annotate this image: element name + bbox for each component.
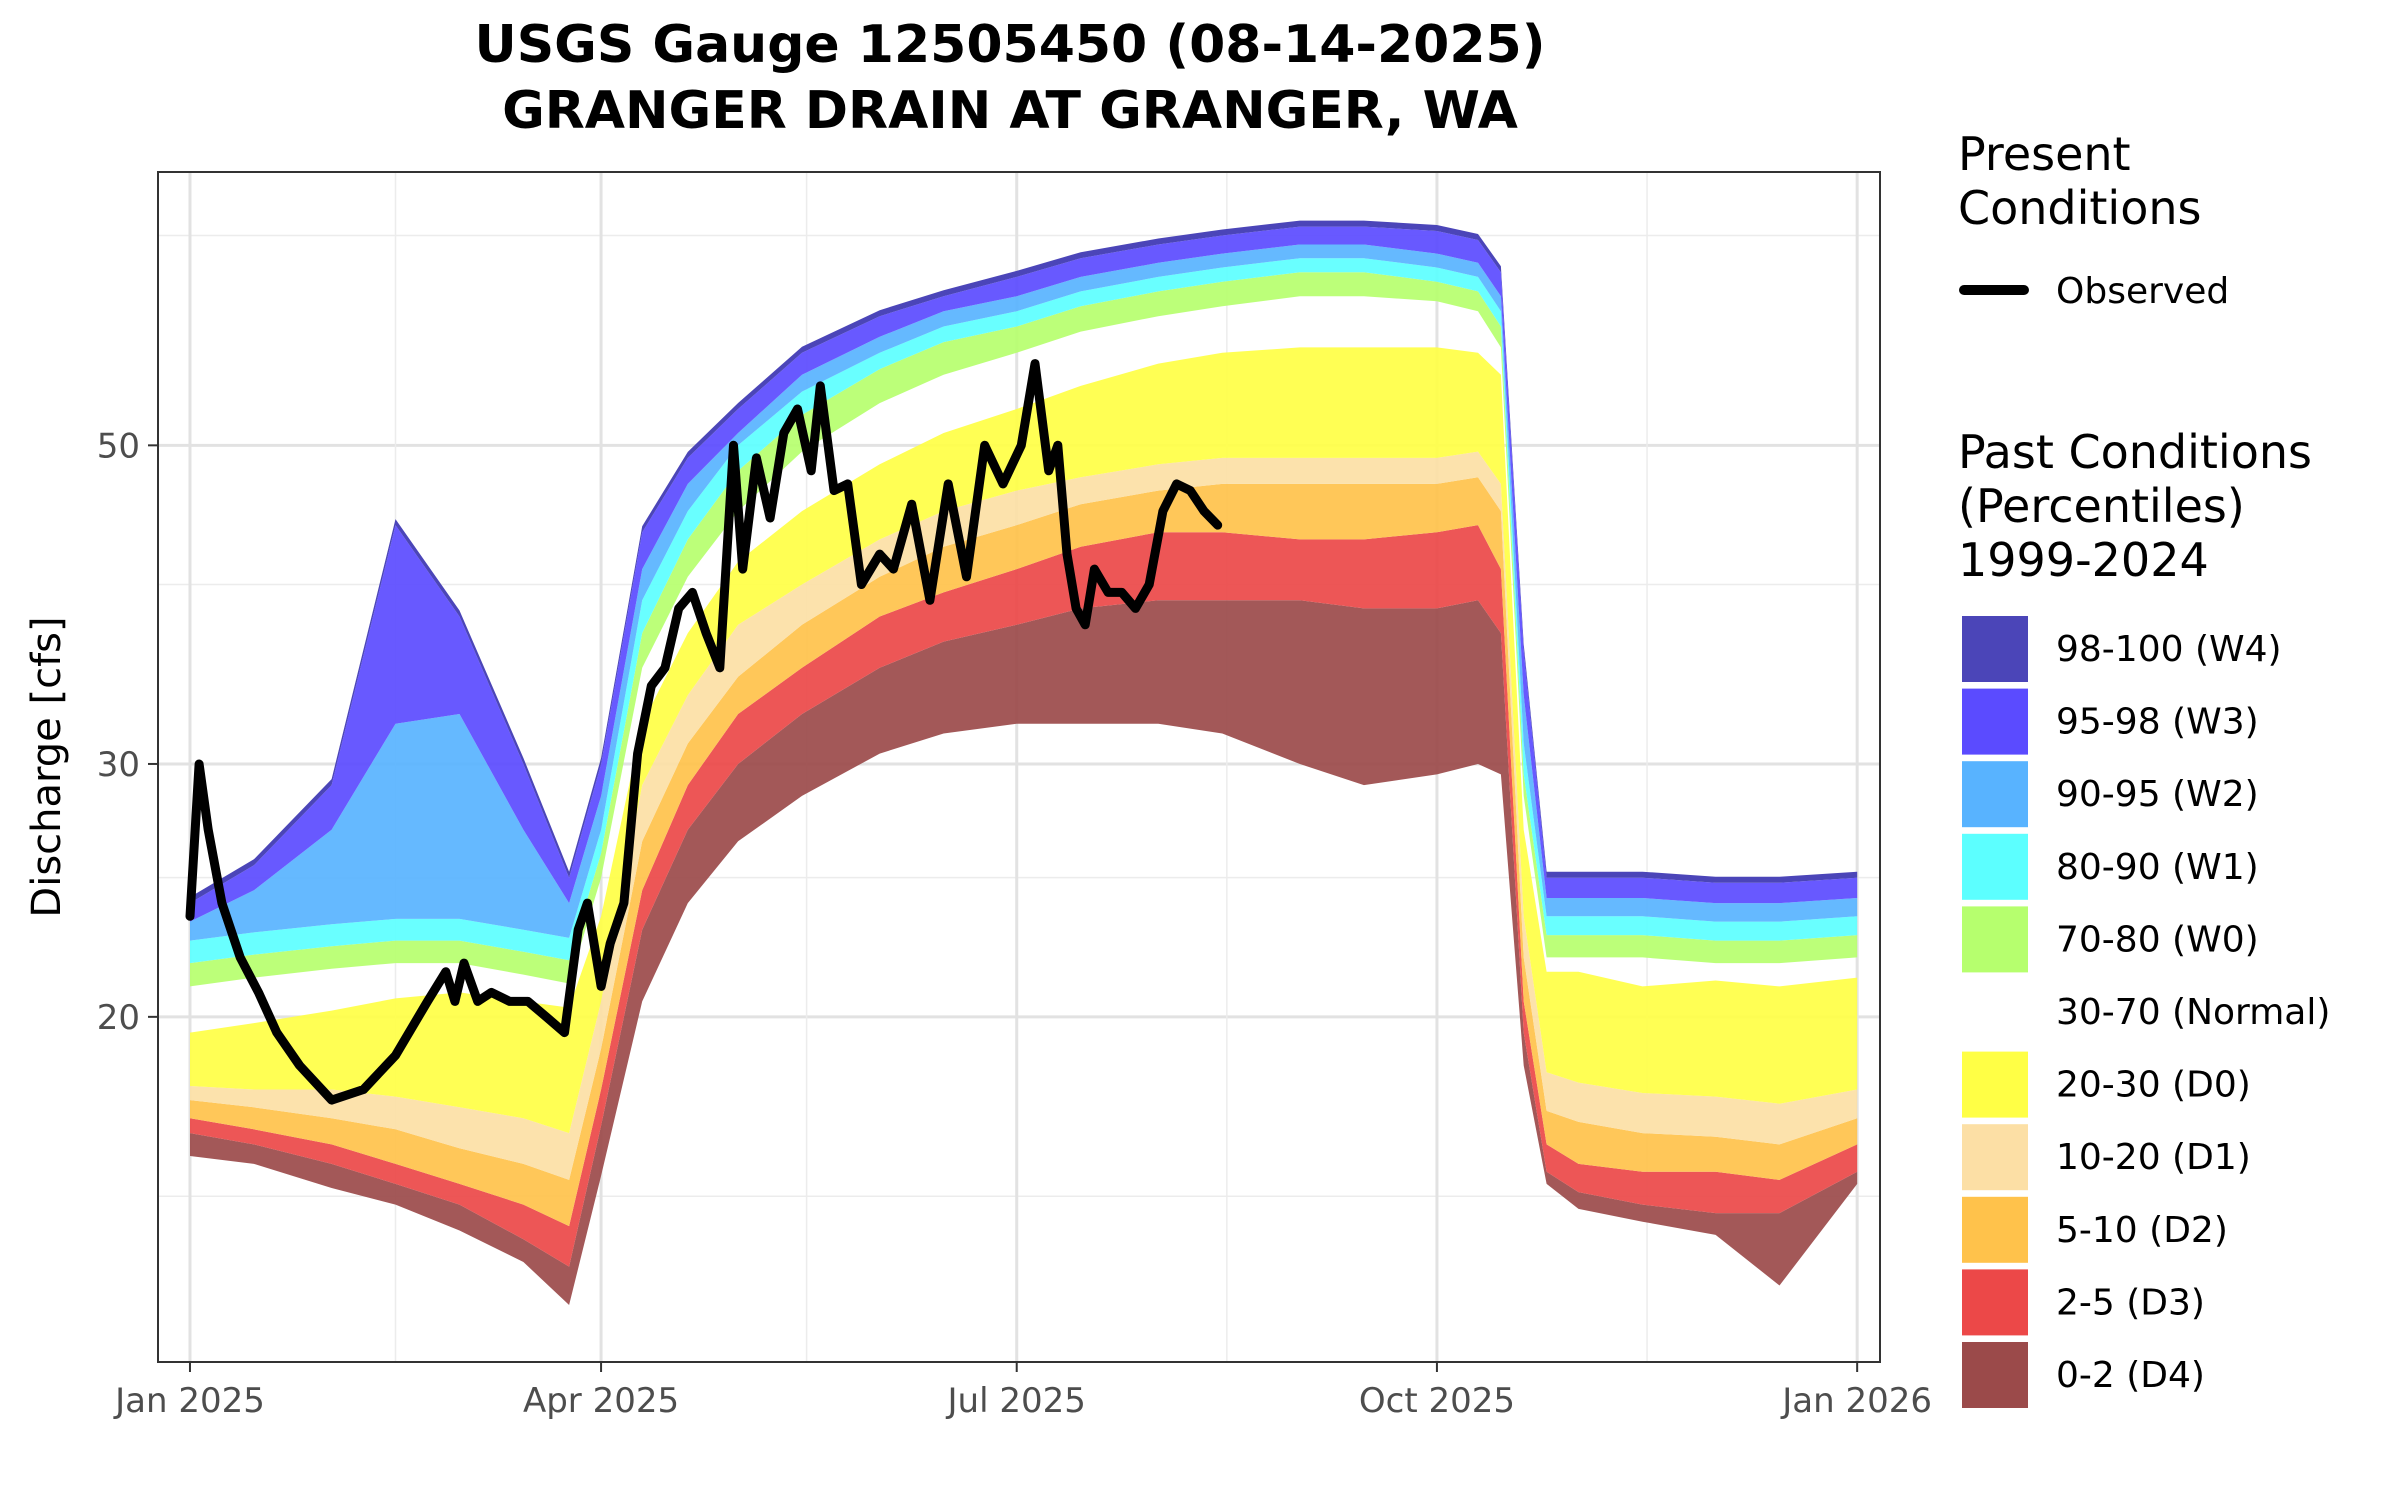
y-tick-label: 20	[97, 998, 140, 1038]
band-w2	[190, 244, 1858, 941]
legend-past-title-line2: (Percentiles)	[1958, 479, 2245, 533]
legend-entry-label: 20-30 (D0)	[2056, 1065, 2251, 1106]
legend-entry-label: 30-70 (Normal)	[2056, 992, 2330, 1033]
legend-swatch	[1962, 1196, 2028, 1263]
percentile-bands	[190, 220, 1858, 1305]
legend-entry-label: 98-100 (W4)	[2056, 629, 2282, 670]
legend-present-title-line2: Conditions	[1958, 181, 2201, 235]
legend-observed-label: Observed	[2056, 271, 2229, 312]
x-axis: Jan 2025 Apr 2025 Jul 2025 Oct 2025 Jan 2026	[113, 1362, 1932, 1421]
observed-series	[185, 359, 1223, 1105]
legend-entry-label: 90-95 (W2)	[2056, 774, 2259, 815]
legend-swatch	[1962, 1269, 2028, 1336]
y-axis-label: Discharge [cfs]	[24, 616, 70, 917]
legend-swatch	[1962, 1124, 2028, 1191]
legend-entry-label: 80-90 (W1)	[2056, 847, 2259, 888]
legend-swatch	[1962, 979, 2028, 1045]
series-line-observed	[185, 359, 1223, 1105]
y-tick-label: 30	[97, 745, 140, 785]
chart-title-line1: USGS Gauge 12505450 (08-14-2025)	[474, 15, 1545, 75]
band-d3	[190, 525, 1858, 1267]
x-tick-label: Apr 2025	[523, 1381, 679, 1421]
band-d1	[190, 451, 1858, 1180]
legend-swatch	[1962, 1342, 2028, 1408]
y-axis: 20 30 50	[97, 426, 158, 1038]
legend-past-title-line3: 1999-2024	[1958, 533, 2209, 587]
legend-swatch	[1962, 833, 2028, 900]
legend-entry-label: 70-80 (W0)	[2056, 919, 2259, 960]
legend-past-title-line1: Past Conditions	[1958, 425, 2312, 479]
chart-title-line2: GRANGER DRAIN AT GRANGER, WA	[502, 81, 1518, 141]
legend-present-title-line1: Present	[1958, 127, 2131, 181]
plot-panel	[157, 171, 1881, 1363]
legend-swatch	[1962, 906, 2028, 973]
legend-swatch	[1962, 1051, 2028, 1118]
legend-swatch	[1962, 616, 2028, 682]
legend-entry-label: 2-5 (D3)	[2056, 1282, 2205, 1323]
band-d2	[190, 477, 1858, 1227]
legend-entries: 98-100 (W4) 95-98 (W3) 90-95 (W2) 80-90 (W1…	[1962, 616, 2330, 1408]
x-tick-label: Jul 2025	[946, 1381, 1086, 1421]
legend-swatch	[1962, 761, 2028, 828]
legend-entry-label: 0-2 (D4)	[2056, 1355, 2205, 1396]
x-tick-label: Jan 2025	[113, 1381, 265, 1421]
legend-entry-label: 10-20 (D1)	[2056, 1137, 2251, 1178]
legend-entry-label: 5-10 (D2)	[2056, 1210, 2228, 1251]
band-w3	[190, 226, 1858, 922]
x-tick-label: Jan 2026	[1780, 1381, 1932, 1421]
legend: Present Conditions Observed Past Conditi…	[1958, 127, 2330, 1408]
x-tick-label: Oct 2025	[1359, 1381, 1515, 1421]
y-tick-label: 50	[97, 426, 140, 466]
plot-border	[157, 171, 1881, 1363]
legend-entry-label: 95-98 (W3)	[2056, 702, 2259, 743]
legend-swatch	[1962, 688, 2028, 755]
band-d4	[190, 600, 1858, 1305]
band-d0	[190, 347, 1858, 1134]
